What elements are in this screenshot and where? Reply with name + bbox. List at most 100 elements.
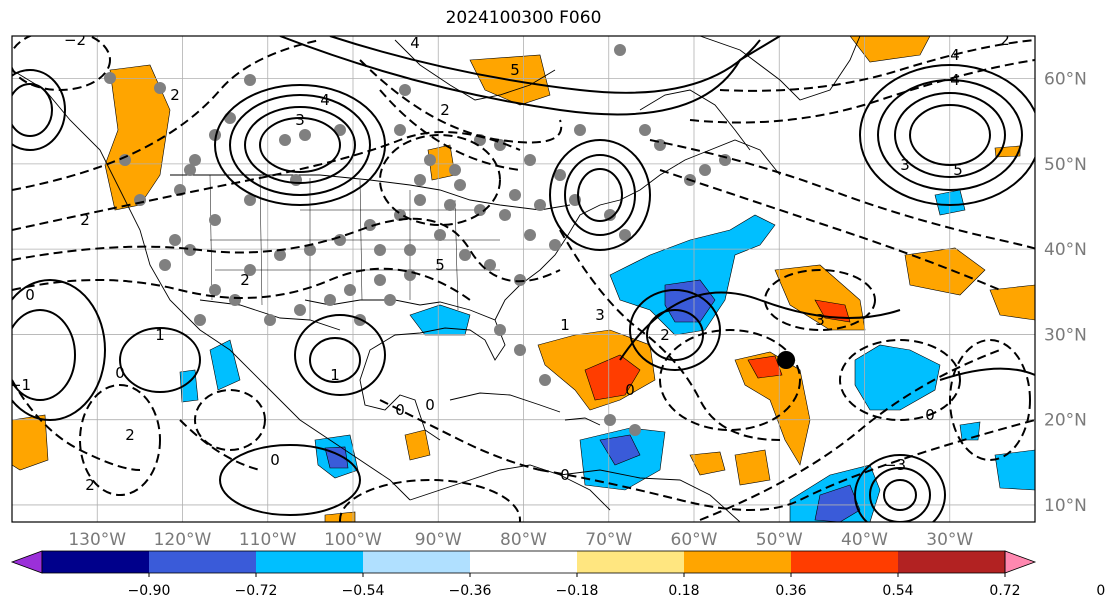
station-dot [699,164,711,176]
colorbar-extend-low [10,550,43,574]
contour-value-label: 3 [900,156,910,174]
shade-sky-ne2 [959,421,981,441]
longitude-tick-label: 50°W [756,530,803,550]
latitude-tick-label: 50°N [1044,155,1087,175]
latitude-labels: 10°N 20°N 30°N 40°N 50°N 60°N [1044,70,1087,516]
station-dot [394,124,406,136]
station-dot [194,314,206,326]
contours-dashed [12,36,1035,522]
shade-orange-ne-corner [849,36,931,63]
contour-value-label: 4 [320,91,330,109]
contour-value-label: 0 [25,286,35,304]
latitude-tick-label: 30°N [1044,325,1087,345]
colorbar-tick-label: −0.72 [235,583,278,599]
longitude-tick-label: 60°W [671,530,718,550]
dash-loop-2 [79,384,161,496]
solid-loop-gulf [119,327,201,393]
dash-3 [12,267,471,301]
coast-hispaniola [564,417,601,426]
solid-high-ne-4 [909,104,991,166]
station-dots [104,44,731,436]
colorbar-tick-label: 0.18 [668,583,699,599]
contour-value-label: 5 [953,161,963,179]
solid-nw-2 [12,83,53,137]
station-dot [499,209,511,221]
dash-4 [12,39,321,191]
station-dot [344,284,356,296]
station-dot [614,44,626,56]
colorbar-swatch [256,551,363,573]
contour-value-label: 4 [950,46,960,64]
latitude-tick-label: 20°N [1044,411,1087,431]
station-dot [279,134,291,146]
station-dot [244,264,256,276]
station-dot [154,82,166,94]
dash-16 [179,419,261,471]
longitude-tick-label: 100°W [324,530,382,550]
contour-value-label: 2 [440,101,450,119]
solid-high-ne-3 [894,92,1006,178]
colorbar-swatch [577,551,684,573]
colorbar-tick-label: 0.72 [989,583,1020,599]
coast-south-america [559,469,741,522]
station-dot [444,199,456,211]
longitude-tick-label: 40°W [841,530,888,550]
solid-stream-e [939,367,1035,381]
contour-value-label: 1 [560,316,570,334]
border-us-canada [170,174,571,211]
shade-orange-south [689,451,726,476]
contour-value-label: 2 [85,476,95,494]
station-dot [244,74,256,86]
solid-west-1 [12,279,106,421]
station-dot [159,259,171,271]
latitude-tick-label: 40°N [1044,240,1087,260]
station-dot [290,174,302,186]
station-dot [414,194,426,206]
solid-high-ne-2 [877,79,1023,191]
coastlines [12,36,861,522]
border-us-mexico [199,299,341,331]
coast-north-america-west [12,69,411,501]
station-dot [229,294,241,306]
coast-hudson [394,39,556,101]
dash-11 [559,229,781,441]
solid-high-east-1 [549,139,651,251]
station-dot [274,249,286,261]
contour-value-label: 2 [125,426,135,444]
contour-value-label: 3 [815,311,825,329]
map-frame [11,35,1036,523]
colorbar-swatch [684,551,791,573]
solid-se-2 [869,467,931,522]
station-dot [244,194,256,206]
dash-14 [699,349,1001,521]
dash-1 [12,131,521,231]
colorbar-tick-label: −0.18 [556,583,599,599]
station-dot [534,199,546,211]
station-dot [169,234,181,246]
coast-east-us [494,139,781,321]
contour-value-label: 0 [925,406,935,424]
coast-central-america [409,464,611,511]
contour-value-label: 0 [560,466,570,484]
solid-pac-1 [219,444,361,516]
station-dot [374,274,386,286]
station-dot [604,209,616,221]
longitude-tick-label: 90°W [415,530,462,550]
latitude-tick-label: 60°N [1044,70,1087,90]
solid-high-west-2 [229,94,371,196]
station-dot [554,169,566,181]
shade-red-east [814,299,851,323]
contour-value-label: −2 [64,31,86,49]
station-dot [374,244,386,256]
contour-value-label: −3 [884,456,906,474]
solid-se-3 [883,479,917,511]
dash-loop-9 [659,329,801,431]
contour-value-label: 5 [510,61,520,79]
solid-stream-north [279,36,781,116]
station-dot [324,294,336,306]
station-dot [509,189,521,201]
contour-value-label: 4 [950,71,960,89]
solid-high-west-3 [244,106,356,184]
station-dot [334,234,346,246]
